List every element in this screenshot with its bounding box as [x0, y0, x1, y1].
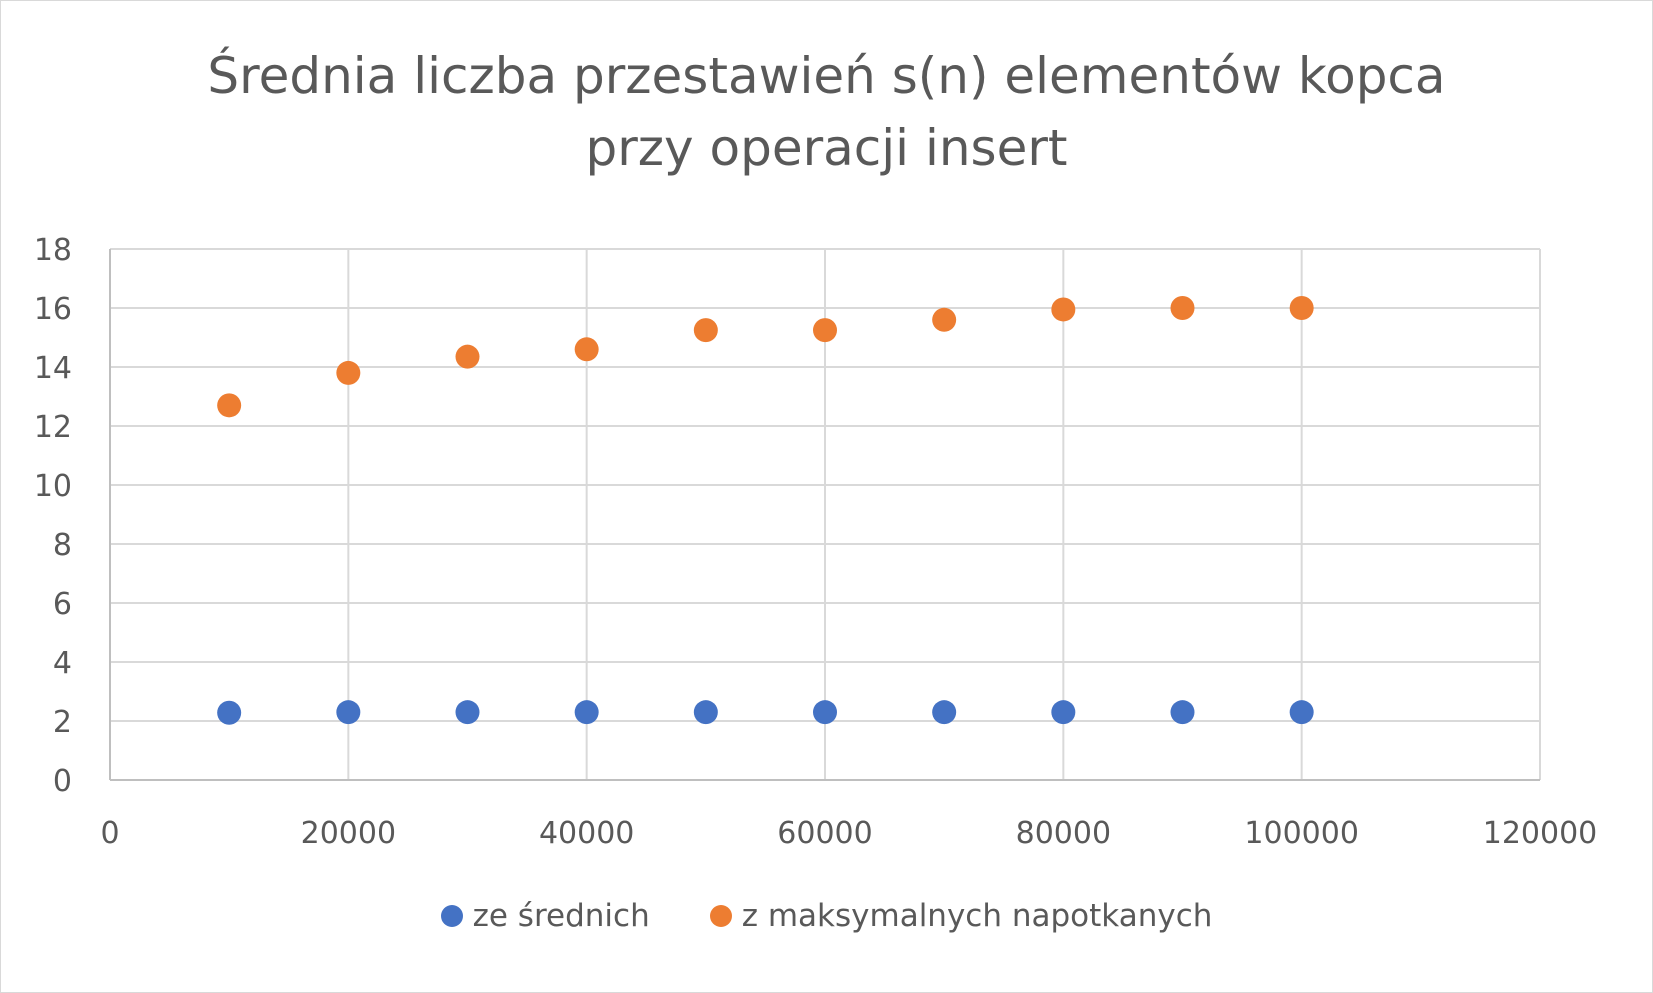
data-point-series-2: [1051, 297, 1076, 322]
y-tick-label: 0: [53, 764, 72, 799]
chart-title-line-2: przy operacji insert: [585, 119, 1068, 177]
data-point-series-2: [217, 393, 242, 418]
legend-item-series-1: ze średnich: [440, 898, 650, 934]
x-tick-label: 40000: [539, 816, 634, 851]
legend-marker-series-2: [709, 905, 732, 927]
data-point-series-1: [932, 700, 957, 725]
y-tick-label: 18: [34, 233, 72, 268]
y-tick-label: 2: [53, 705, 72, 740]
data-point-series-1: [455, 700, 480, 725]
data-point-series-1: [336, 700, 361, 725]
y-tick-label: 12: [34, 410, 72, 445]
legend-label-series-2: z maksymalnych napotkanych: [741, 898, 1213, 934]
data-point-series-1: [1051, 700, 1076, 725]
x-tick-label: 20000: [301, 816, 396, 851]
y-tick-label: 10: [34, 469, 72, 504]
y-tick-label: 8: [53, 528, 72, 563]
y-tick-label: 4: [53, 646, 72, 681]
legend-marker-series-1: [440, 905, 463, 927]
data-point-series-2: [813, 318, 837, 343]
chart-title: Średnia liczba przestawień s(n) elementó…: [0, 40, 1653, 184]
x-tick-label: 100000: [1244, 816, 1359, 851]
data-point-series-2: [455, 344, 480, 369]
data-points: [217, 296, 1314, 725]
data-point-series-1: [1289, 700, 1314, 725]
data-point-series-1: [813, 700, 837, 725]
y-tick-label: 14: [34, 351, 72, 386]
data-point-series-1: [574, 700, 599, 725]
legend: ze średnich z maksymalnych napotkanych: [0, 898, 1653, 934]
y-tick-label: 16: [34, 292, 72, 327]
data-point-series-1: [1170, 700, 1195, 725]
axes: [109, 249, 1540, 781]
data-point-series-2: [1170, 296, 1195, 320]
legend-item-series-2: z maksymalnych napotkanych: [709, 898, 1213, 934]
chart-title-line-1: Średnia liczba przestawień s(n) elementó…: [207, 47, 1446, 105]
x-tick-label: 120000: [1483, 816, 1598, 851]
x-tick-label: 0: [100, 816, 119, 851]
legend-label-series-1: ze średnich: [472, 898, 650, 934]
y-tick-label: 6: [53, 587, 72, 622]
data-point-series-1: [217, 700, 242, 725]
data-point-series-2: [932, 307, 957, 332]
data-point-series-2: [693, 318, 718, 343]
data-point-series-2: [1289, 296, 1314, 320]
data-point-series-2: [336, 360, 361, 385]
data-point-series-1: [693, 700, 718, 725]
data-point-series-2: [574, 337, 599, 362]
x-tick-label: 80000: [1016, 816, 1111, 851]
x-tick-label: 60000: [777, 816, 872, 851]
tick-labels: 0 2 4 6 8 10 12 14 16 18 0 20000 40000 60000 80000 1000…: [34, 233, 1597, 851]
